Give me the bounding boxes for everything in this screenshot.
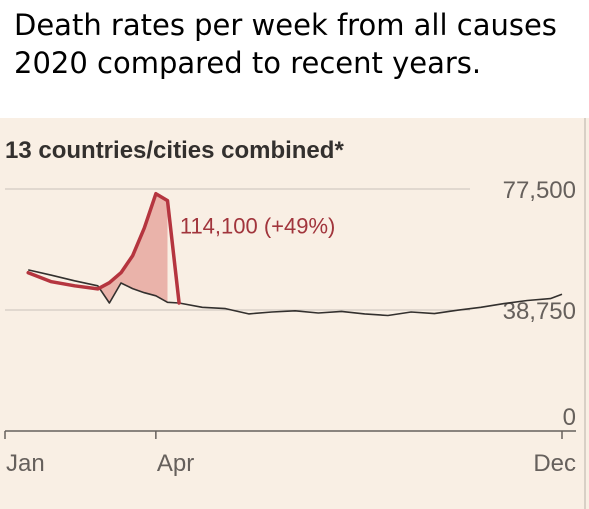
peak-annotation: 114,100 (+49%): [180, 214, 336, 239]
y-tick-label-0: 77,500: [503, 177, 576, 204]
gridlines: [5, 188, 576, 432]
x-tick-label-1: Apr: [157, 450, 194, 477]
x-axis: Jan Apr Dec: [4, 431, 576, 477]
panel-right-border: [584, 118, 586, 509]
headline-line-2: 2020 compared to recent years.: [14, 46, 482, 80]
excess-deaths-area: [97, 193, 168, 303]
y-tick-label-2: 0: [563, 404, 576, 431]
x-tick-label-2: Dec: [533, 450, 576, 477]
chart-headline: Death rates per week from all causes 202…: [14, 6, 584, 82]
headline-line-1: Death rates per week from all causes: [14, 8, 557, 42]
chart-subtitle: 13 countries/cities combined*: [5, 137, 344, 164]
line-chart: 13 countries/cities combined* 77,50038,7…: [4, 137, 576, 477]
series-2020-line: [26, 191, 181, 305]
chart-panel: [0, 118, 589, 509]
x-tick-label-0: Jan: [6, 450, 45, 477]
headline-band: Death rates per week from all causes 202…: [0, 0, 589, 118]
series-recent-years-line: [28, 269, 563, 317]
